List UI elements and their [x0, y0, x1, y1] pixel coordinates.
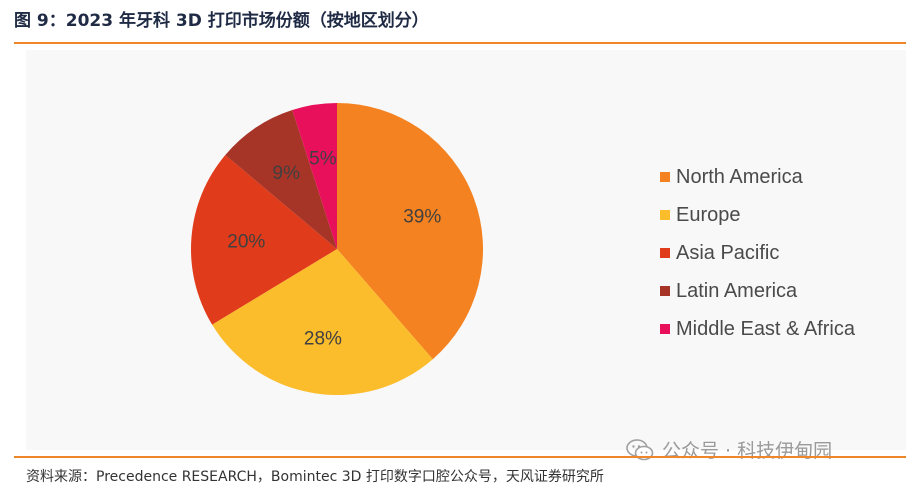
legend-item: Latin America	[660, 272, 855, 310]
legend-swatch	[660, 210, 670, 220]
legend: North America Europe Asia Pacific Latin …	[660, 158, 855, 348]
pie-slice	[190, 154, 337, 325]
wechat-icon	[626, 438, 654, 460]
source-divider	[14, 456, 906, 458]
legend-label: North America	[676, 165, 803, 188]
pie-slice	[292, 103, 337, 249]
pie-slice	[212, 249, 433, 396]
slice-data-label: 9%	[273, 163, 301, 184]
legend-item: Europe	[660, 196, 855, 234]
watermark: 公众号 · 科技伊甸园	[626, 436, 832, 463]
legend-item: Middle East & Africa	[660, 310, 855, 348]
watermark-text: 公众号 · 科技伊甸园	[662, 440, 833, 462]
slice-data-label: 5%	[309, 149, 337, 170]
figure-title: 图 9：2023 年牙科 3D 打印市场份额（按地区划分）	[14, 11, 429, 31]
slice-data-label: 39%	[403, 207, 441, 228]
slice-data-label: 20%	[227, 231, 265, 252]
chart-panel: 39% 28% 20% 9% 5% North America Europe Asia …	[26, 50, 906, 450]
legend-swatch	[660, 248, 670, 258]
pie-chart: 39% 28% 20% 9% 5%	[190, 103, 483, 396]
slice-data-label: 28%	[304, 328, 342, 349]
title-divider	[14, 42, 906, 44]
pie-slice	[225, 110, 337, 249]
legend-item: North America	[660, 158, 855, 196]
pie-slice	[337, 103, 483, 360]
legend-label: Europe	[676, 203, 741, 226]
source-note: 资料来源：Precedence RESEARCH，Bomintec 3D 打印数…	[26, 469, 604, 485]
legend-label: Asia Pacific	[676, 241, 780, 264]
legend-swatch	[660, 324, 670, 334]
legend-label: Middle East & Africa	[676, 317, 855, 340]
legend-label: Latin America	[676, 279, 798, 302]
legend-item: Asia Pacific	[660, 234, 855, 272]
legend-swatch	[660, 286, 670, 296]
legend-swatch	[660, 172, 670, 182]
